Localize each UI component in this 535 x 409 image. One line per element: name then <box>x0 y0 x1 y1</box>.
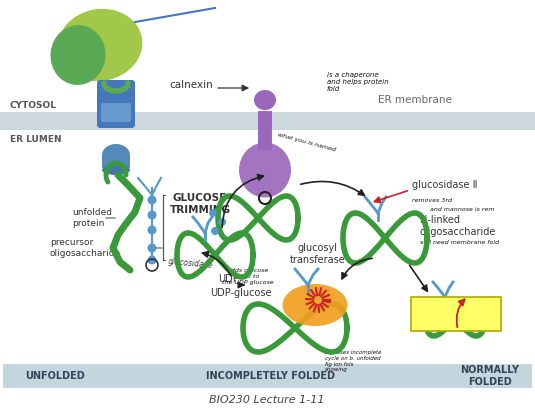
Text: INCOMPLETELY FOLDED: INCOMPLETELY FOLDED <box>205 371 334 381</box>
Circle shape <box>148 211 157 220</box>
Circle shape <box>148 225 157 234</box>
Text: EXIT
FROM ER: EXIT FROM ER <box>428 303 484 325</box>
FancyBboxPatch shape <box>411 297 501 331</box>
Text: CYTOSOL: CYTOSOL <box>10 101 57 110</box>
Ellipse shape <box>239 142 291 198</box>
Text: and mannose is rem: and mannose is rem <box>430 207 494 212</box>
Ellipse shape <box>50 25 105 85</box>
Ellipse shape <box>102 165 130 175</box>
Text: UDP: UDP <box>218 274 239 284</box>
Circle shape <box>211 227 219 235</box>
Text: adds glucose
back to
the UDP glucose: adds glucose back to the UDP glucose <box>222 268 274 285</box>
Text: ER LUMEN: ER LUMEN <box>10 135 62 144</box>
Text: glucosidase: glucosidase <box>168 257 214 270</box>
Text: glucosidase Ⅱ: glucosidase Ⅱ <box>412 180 478 190</box>
Text: glucosyl
transferase: glucosyl transferase <box>290 243 346 265</box>
Text: UNFOLDED: UNFOLDED <box>25 371 85 381</box>
Text: removes 3rd: removes 3rd <box>412 198 452 203</box>
Text: ER membrane: ER membrane <box>378 95 452 105</box>
Text: unfolded
protein: unfolded protein <box>72 208 112 228</box>
FancyBboxPatch shape <box>97 80 135 128</box>
Text: calnexin: calnexin <box>169 80 213 90</box>
Circle shape <box>148 256 157 265</box>
Text: GLUCOSE
TRIMMING: GLUCOSE TRIMMING <box>170 193 231 215</box>
Text: still need membrane fold: still need membrane fold <box>420 240 499 245</box>
Text: N-linked
oligosaccharide: N-linked oligosaccharide <box>420 215 496 236</box>
Bar <box>0 112 535 130</box>
Ellipse shape <box>58 9 142 81</box>
Text: precursor
oligosaccharide: precursor oligosaccharide <box>50 238 121 258</box>
Circle shape <box>218 218 226 226</box>
Text: is a chaperone
and helps protein
fold: is a chaperone and helps protein fold <box>327 72 389 92</box>
Ellipse shape <box>282 284 348 326</box>
Ellipse shape <box>254 90 276 110</box>
Circle shape <box>148 243 157 252</box>
Text: what you is named: what you is named <box>277 133 337 153</box>
Text: NORMALLY
FOLDED: NORMALLY FOLDED <box>461 365 519 387</box>
Bar <box>3 364 532 388</box>
Text: UDP-glucose: UDP-glucose <box>210 288 271 298</box>
Text: 2 passes incomplete
cycle on b. unfolded
fig ion fols
showing: 2 passes incomplete cycle on b. unfolded… <box>325 350 381 373</box>
Text: BIO230 Lecture 1-11: BIO230 Lecture 1-11 <box>209 395 325 405</box>
Circle shape <box>209 209 217 217</box>
FancyBboxPatch shape <box>101 103 131 122</box>
Bar <box>102 154 130 168</box>
Circle shape <box>148 196 157 204</box>
Ellipse shape <box>102 144 130 166</box>
